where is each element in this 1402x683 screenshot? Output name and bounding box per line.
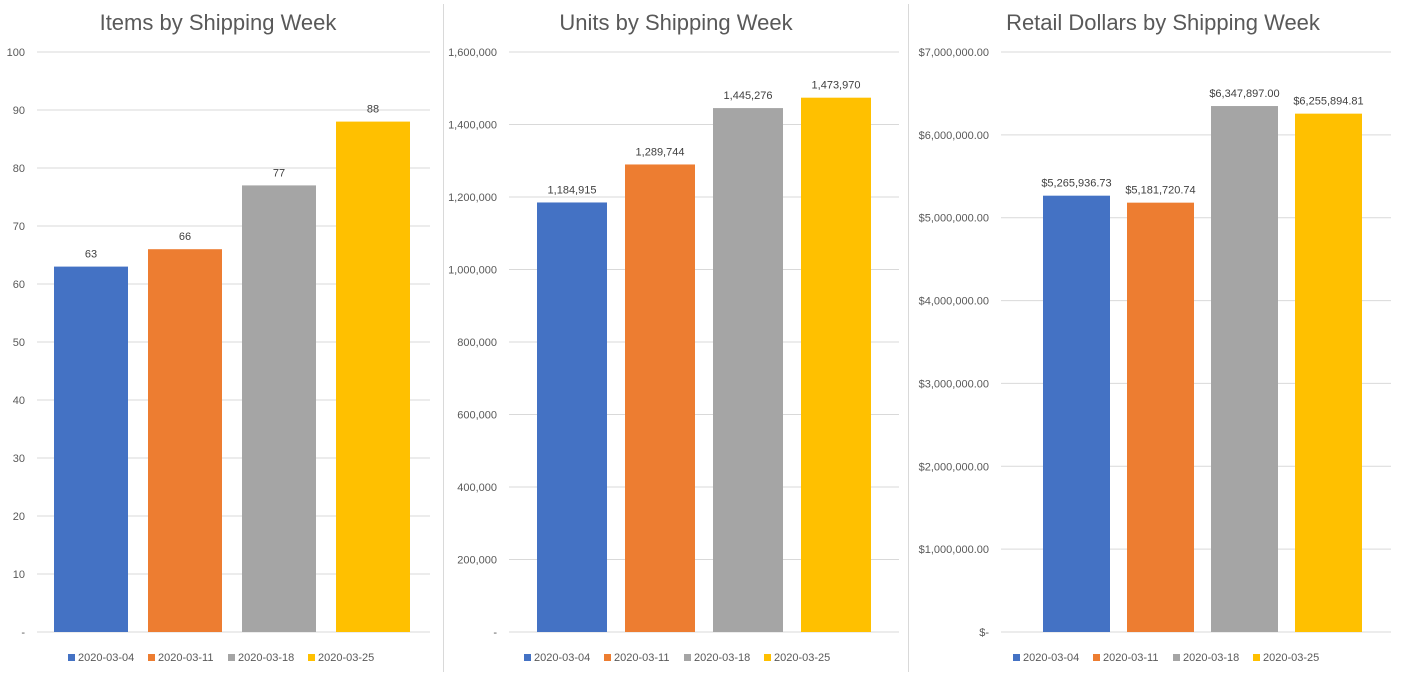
bar-2020-03-25 bbox=[336, 121, 410, 632]
data-label: 66 bbox=[179, 231, 191, 243]
data-label: 1,289,744 bbox=[636, 146, 685, 158]
y-tick-label: 60 bbox=[13, 279, 25, 291]
bar-2020-03-18 bbox=[242, 185, 316, 632]
legend-swatch bbox=[684, 654, 691, 661]
y-tick-label: $4,000,000.00 bbox=[919, 296, 989, 308]
legend-label: 2020-03-11 bbox=[614, 652, 669, 664]
legend-swatch bbox=[1093, 654, 1100, 661]
y-tick-label: - bbox=[493, 627, 497, 639]
data-label: 1,473,970 bbox=[812, 80, 861, 92]
y-tick-label: 200,000 bbox=[457, 555, 497, 567]
legend-label: 2020-03-04 bbox=[1023, 652, 1079, 664]
data-label: 1,445,276 bbox=[724, 90, 773, 102]
legend-swatch bbox=[524, 654, 531, 661]
bar-2020-03-25 bbox=[1295, 113, 1362, 633]
bar-2020-03-04 bbox=[1043, 195, 1110, 632]
bar-2020-03-18 bbox=[1211, 106, 1278, 633]
y-tick-label: $5,000,000.00 bbox=[919, 213, 989, 225]
legend-swatch bbox=[148, 654, 155, 661]
bar-2020-03-11 bbox=[148, 249, 222, 632]
bar-2020-03-11 bbox=[625, 164, 695, 632]
y-tick-label: 30 bbox=[13, 453, 25, 465]
items-chart-panel: Items by Shipping Week - 10 20 30 40 50 60 70 80 9… bbox=[0, 0, 443, 678]
units-by-week-chart: Units by Shipping Week - 200,000 400,000 600… bbox=[448, 10, 899, 664]
legend-swatch bbox=[1173, 654, 1180, 661]
data-label: $6,347,897.00 bbox=[1209, 88, 1279, 100]
legend-swatch bbox=[764, 654, 771, 661]
y-tick-label: 400,000 bbox=[457, 482, 497, 494]
chart-title: Retail Dollars by Shipping Week bbox=[1006, 10, 1321, 35]
legend-label: 2020-03-18 bbox=[238, 652, 294, 664]
data-label: $6,255,894.81 bbox=[1293, 96, 1363, 108]
legend-swatch bbox=[1253, 654, 1260, 661]
legend-label: 2020-03-25 bbox=[1263, 652, 1319, 664]
y-tick-label: 10 bbox=[13, 569, 25, 581]
bar-2020-03-25 bbox=[801, 97, 871, 633]
y-tick-label: 1,000,000 bbox=[448, 265, 497, 277]
bar-2020-03-04 bbox=[54, 266, 128, 632]
y-tick-label: 70 bbox=[13, 221, 25, 233]
y-tick-label: 80 bbox=[13, 163, 25, 175]
y-tick-label: 1,400,000 bbox=[448, 120, 497, 132]
units-chart-panel: Units by Shipping Week - 200,000 400,000 600… bbox=[444, 0, 908, 678]
retail-dollars-by-week-chart: Retail Dollars by Shipping Week $- $1,000,… bbox=[919, 10, 1391, 664]
legend-label: 2020-03-18 bbox=[1183, 652, 1239, 664]
data-label: 1,184,915 bbox=[548, 184, 597, 196]
panel-divider-1 bbox=[443, 4, 444, 672]
bar-2020-03-11 bbox=[1127, 202, 1194, 633]
legend-label: 2020-03-25 bbox=[318, 652, 374, 664]
chart-title: Items by Shipping Week bbox=[100, 10, 338, 35]
bar-2020-03-18 bbox=[713, 108, 783, 632]
y-tick-label: $- bbox=[979, 627, 989, 639]
retail-chart-panel: Retail Dollars by Shipping Week $- $1,000,… bbox=[909, 0, 1402, 678]
y-tick-label: $1,000,000.00 bbox=[919, 544, 989, 556]
data-label: 88 bbox=[367, 104, 379, 116]
legend-label: 2020-03-18 bbox=[694, 652, 750, 664]
y-tick-label: 600,000 bbox=[457, 410, 497, 422]
chart-title: Units by Shipping Week bbox=[559, 10, 793, 35]
data-label: $5,265,936.73 bbox=[1041, 178, 1111, 190]
legend-label: 2020-03-04 bbox=[534, 652, 590, 664]
y-tick-label: 100 bbox=[7, 47, 25, 59]
data-label: $5,181,720.74 bbox=[1125, 185, 1195, 197]
y-tick-label: 1,200,000 bbox=[448, 192, 497, 204]
y-tick-label: $6,000,000.00 bbox=[919, 130, 989, 142]
bar-2020-03-04 bbox=[537, 202, 607, 632]
y-tick-label: $2,000,000.00 bbox=[919, 461, 989, 473]
panel-divider-2 bbox=[908, 4, 909, 672]
legend-swatch bbox=[308, 654, 315, 661]
data-label: 77 bbox=[273, 167, 285, 179]
y-tick-label: 800,000 bbox=[457, 337, 497, 349]
y-tick-label: - bbox=[21, 627, 25, 639]
items-by-week-chart: Items by Shipping Week - 10 20 30 40 50 60 70 80 9… bbox=[7, 10, 430, 664]
legend-label: 2020-03-04 bbox=[78, 652, 134, 664]
data-label: 63 bbox=[85, 249, 97, 261]
legend-swatch bbox=[1013, 654, 1020, 661]
legend-label: 2020-03-11 bbox=[158, 652, 213, 664]
y-tick-label: 40 bbox=[13, 395, 25, 407]
legend-swatch bbox=[228, 654, 235, 661]
y-tick-label: 50 bbox=[13, 337, 25, 349]
legend-swatch bbox=[68, 654, 75, 661]
legend-swatch bbox=[604, 654, 611, 661]
y-tick-label: 90 bbox=[13, 105, 25, 117]
y-tick-label: $7,000,000.00 bbox=[919, 47, 989, 59]
legend-label: 2020-03-25 bbox=[774, 652, 830, 664]
y-tick-label: 20 bbox=[13, 511, 25, 523]
y-tick-label: 1,600,000 bbox=[448, 47, 497, 59]
legend-label: 2020-03-11 bbox=[1103, 652, 1158, 664]
y-tick-label: $3,000,000.00 bbox=[919, 378, 989, 390]
